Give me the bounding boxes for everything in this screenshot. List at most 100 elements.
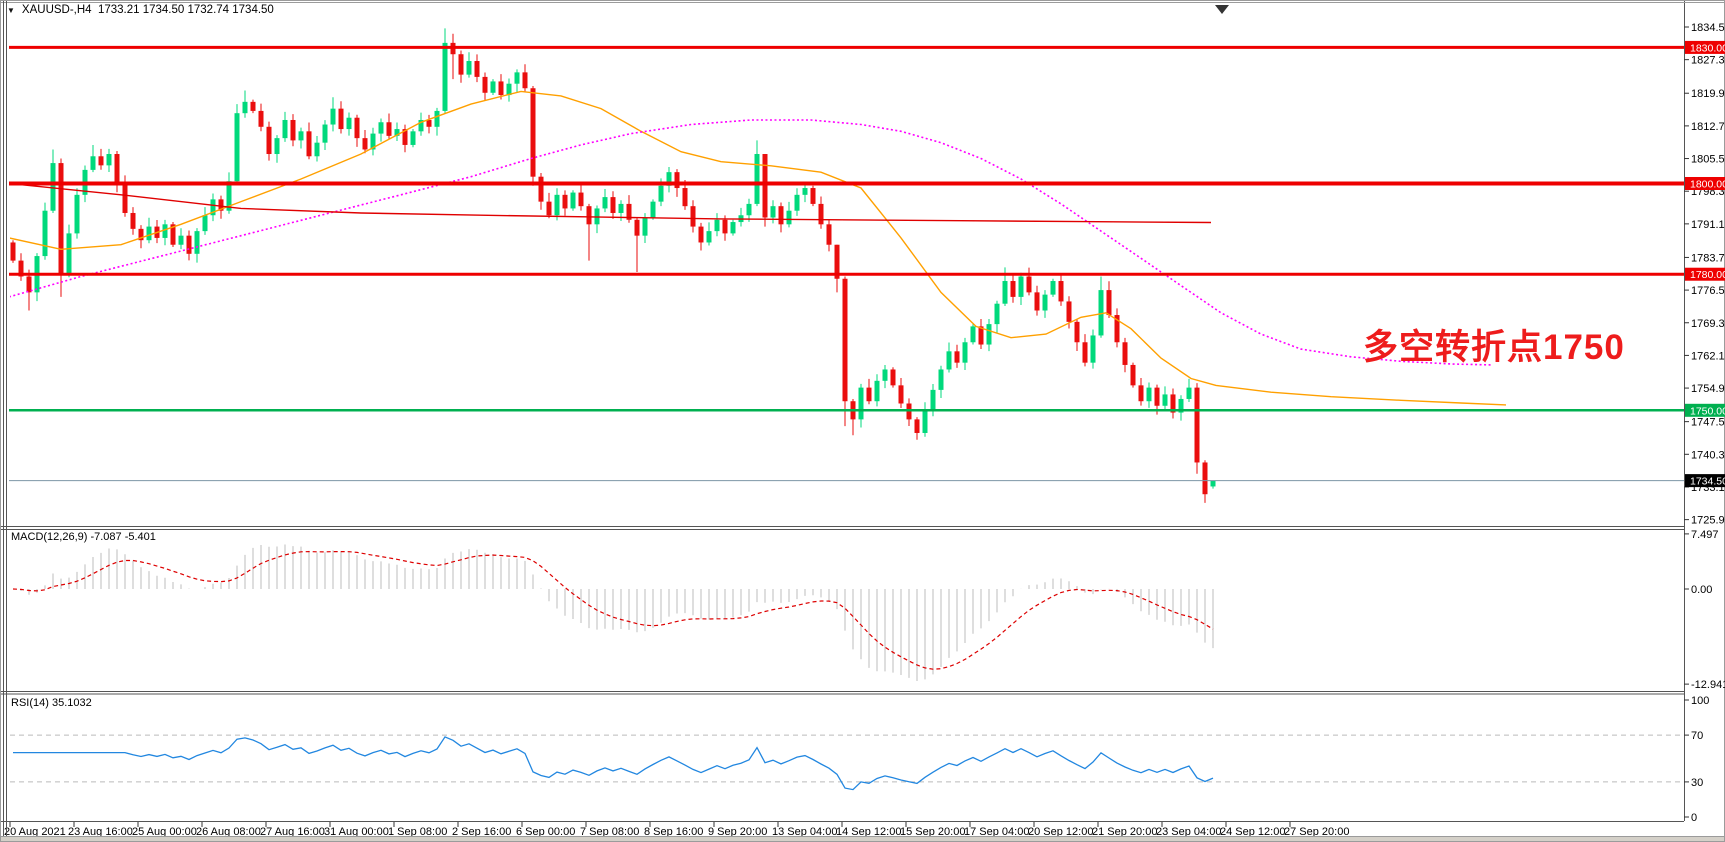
annotation-text[interactable]: 多空转折点1750 xyxy=(1363,328,1625,367)
price-axis-label: 1769.30 xyxy=(1691,318,1725,330)
window-bottom-strip xyxy=(1,836,1724,841)
time-axis-label: 6 Sep 00:00 xyxy=(516,826,575,838)
symbol-ohlc-text: XAUUSD-,H4 1733.21 1734.50 1732.74 1734.… xyxy=(21,4,274,16)
candle-body xyxy=(354,117,360,139)
candle-body xyxy=(1154,387,1160,406)
macd-indicator-label: MACD(12,26,9) -7.087 -5.401 xyxy=(11,531,156,543)
candle-body xyxy=(1010,281,1016,297)
candle-body xyxy=(282,119,288,139)
candle-body xyxy=(882,369,888,381)
time-axis-label: 27 Sep 20:00 xyxy=(1284,826,1349,838)
macd-axis-label: 0.00 xyxy=(1691,584,1712,596)
time-axis-label: 1 Sep 08:00 xyxy=(388,826,447,838)
candle-body xyxy=(170,224,176,245)
price-axis-label: 1740.30 xyxy=(1691,449,1725,461)
candle-body xyxy=(1138,385,1144,402)
candle-body xyxy=(378,122,384,134)
ma-line-fast-orange xyxy=(10,90,1507,406)
candle-body xyxy=(922,410,928,433)
candle-body xyxy=(466,61,472,75)
rsi-line xyxy=(13,736,1214,791)
price-axis-label: 1819.90 xyxy=(1691,88,1725,100)
candle-body xyxy=(266,126,272,155)
candle-body xyxy=(114,154,120,184)
candle-body xyxy=(962,342,968,363)
candle-body xyxy=(690,206,696,227)
candle-body xyxy=(610,197,616,213)
candle-body xyxy=(778,206,784,225)
price-axis-label: 1812.70 xyxy=(1691,121,1725,133)
candle-body xyxy=(530,88,536,177)
candle-body xyxy=(1210,480,1216,487)
rsi-pane[interactable] xyxy=(10,734,1684,791)
candle-body xyxy=(674,172,680,189)
candle-body xyxy=(58,163,64,275)
candle-body xyxy=(1194,387,1200,463)
candle-body xyxy=(802,188,808,195)
price-axis-label: 1725.90 xyxy=(1691,515,1725,527)
candle-body xyxy=(890,369,896,386)
candle-body xyxy=(258,110,264,127)
candle-body xyxy=(714,219,720,232)
candle-body xyxy=(18,260,24,277)
candle-body xyxy=(970,326,976,343)
candle-body xyxy=(490,81,496,93)
candle-body xyxy=(10,242,16,261)
candle-body xyxy=(1090,335,1096,363)
candle-body xyxy=(786,210,792,225)
price-axis-label: 1762.10 xyxy=(1691,350,1725,362)
candle-body xyxy=(42,210,48,257)
time-axis-label: 2 Sep 16:00 xyxy=(452,826,511,838)
price-level-tag xyxy=(1685,40,1725,54)
time-axis-label: 31 Aug 00:00 xyxy=(324,826,389,838)
candle-body xyxy=(546,201,552,216)
macd-pane[interactable] xyxy=(12,544,1214,681)
time-axis-label: 7 Sep 08:00 xyxy=(580,826,639,838)
window-left-border-inner xyxy=(6,1,7,836)
candle-body xyxy=(274,138,280,155)
time-axis-label: 8 Sep 16:00 xyxy=(644,826,703,838)
price-level-tag-label: 1800.00 xyxy=(1690,178,1725,190)
candle-body xyxy=(1074,321,1080,343)
main-chart-pane[interactable] xyxy=(9,28,1507,503)
rsi-axis-label: 0 xyxy=(1691,812,1697,824)
candle-body xyxy=(194,231,200,254)
candle-body xyxy=(1146,387,1152,402)
price-level-tag xyxy=(1685,267,1725,281)
candle-body xyxy=(418,119,424,132)
price-level-tag xyxy=(1685,176,1725,190)
candle-body xyxy=(298,131,304,141)
candle-body xyxy=(834,244,840,279)
time-axis-label: 20 Aug 2021 xyxy=(4,826,66,838)
candle-body xyxy=(794,194,800,211)
candle-body xyxy=(218,199,224,211)
candle-body xyxy=(858,387,864,420)
candle-body xyxy=(1034,292,1040,311)
candle-body xyxy=(330,108,336,125)
price-axis-label: 1805.50 xyxy=(1691,154,1725,166)
candle-body xyxy=(370,133,376,150)
time-axis-label: 21 Sep 20:00 xyxy=(1092,826,1157,838)
candle-body xyxy=(698,226,704,243)
time-axis-label: 9 Sep 20:00 xyxy=(708,826,767,838)
symbol-header: ▼ XAUUSD-,H4 1733.21 1734.50 1732.74 1734… xyxy=(7,4,274,16)
candle-body xyxy=(1082,342,1088,363)
candle-body xyxy=(1058,281,1064,302)
price-axis-label: 1776.50 xyxy=(1691,285,1725,297)
candle-body xyxy=(570,192,576,209)
candle-body xyxy=(26,276,32,293)
candle-body xyxy=(586,206,592,225)
time-axis-label: 26 Aug 08:00 xyxy=(196,826,261,838)
candle-body xyxy=(522,72,528,89)
time-axis-label: 13 Sep 04:00 xyxy=(772,826,837,838)
candle-body xyxy=(618,203,624,213)
time-axis-label: 20 Sep 12:00 xyxy=(1028,826,1093,838)
candle-body xyxy=(930,389,936,411)
candle-body xyxy=(770,206,776,218)
candle-body xyxy=(1162,394,1168,406)
time-axis-label: 14 Sep 12:00 xyxy=(836,826,901,838)
time-axis-label: 27 Aug 16:00 xyxy=(260,826,325,838)
symbol-dropdown-icon[interactable]: ▼ xyxy=(7,6,15,15)
candle-body xyxy=(474,61,480,77)
